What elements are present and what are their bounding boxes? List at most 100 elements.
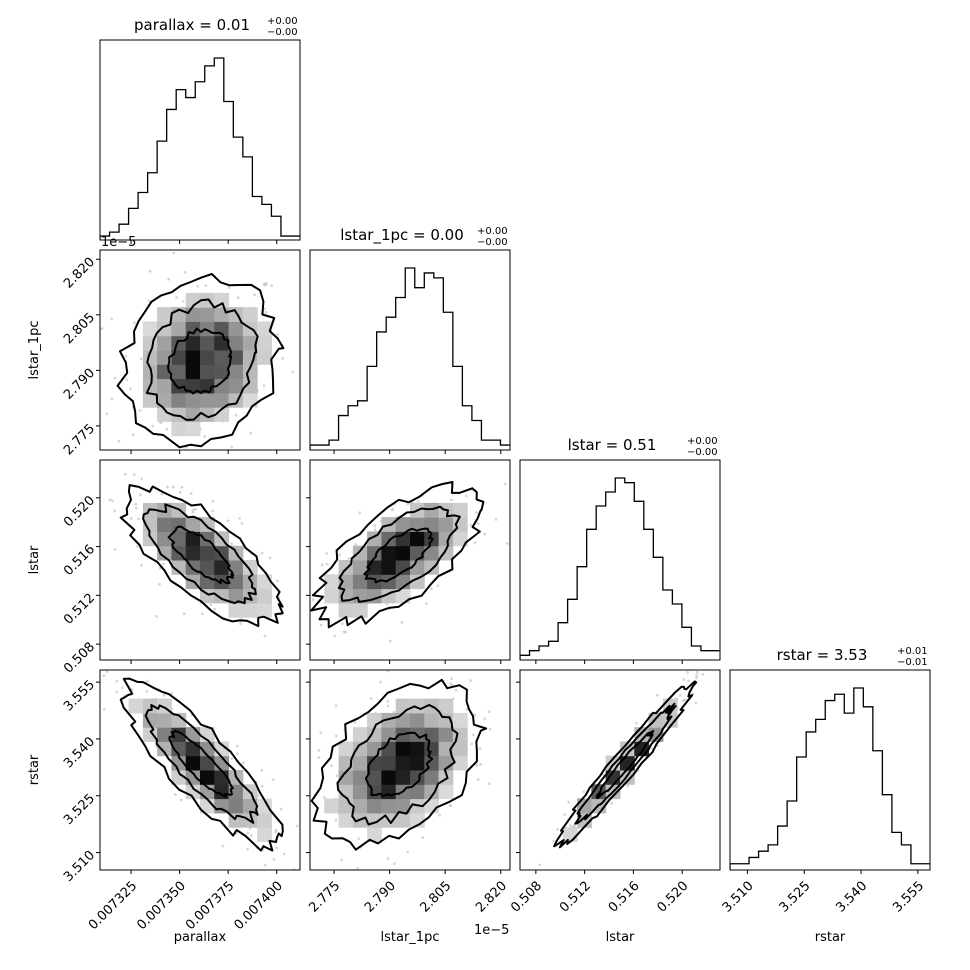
sample-point [129, 517, 133, 520]
sample-point [353, 720, 357, 724]
density-cell [157, 517, 172, 532]
density-cell [200, 335, 215, 351]
sample-point [230, 542, 234, 546]
sample-point [124, 354, 128, 358]
contour-level-1 [167, 525, 235, 585]
y-tick-label: 2.820 [61, 255, 98, 292]
density-cell [395, 588, 411, 604]
sample-point [379, 680, 382, 684]
sample-point [221, 844, 225, 848]
contour-level-3 [116, 273, 285, 449]
density-cell [338, 560, 354, 575]
density-cell [438, 741, 454, 757]
sample-point [137, 517, 141, 521]
sample-point [124, 472, 127, 476]
sample-point [282, 852, 286, 856]
sample-point [736, 638, 739, 641]
density-cell [185, 335, 201, 351]
sample-point [335, 904, 338, 907]
density-cell [257, 350, 272, 365]
sample-point [234, 413, 238, 417]
panel-content [302, 481, 509, 686]
sample-point [386, 700, 390, 703]
density-cell [438, 727, 454, 742]
sample-point [109, 649, 112, 652]
y-tick-label: 3.510 [61, 848, 98, 885]
density-cell [185, 531, 201, 547]
density-cell [214, 364, 230, 380]
density-cell [352, 588, 368, 604]
panel-content [730, 687, 930, 870]
sample-point [694, 701, 698, 705]
sample-point [182, 612, 186, 616]
sample-point [179, 798, 183, 802]
sample-point [626, 784, 630, 788]
density-cell [395, 531, 411, 547]
sample-point [297, 682, 300, 685]
title-lstar: lstar = 0.51 [568, 436, 657, 454]
sample-point [342, 630, 346, 634]
density-cell [242, 307, 258, 322]
density-cell [214, 292, 230, 308]
sample-point [371, 683, 374, 686]
sample-point [302, 616, 305, 619]
sample-point [239, 622, 242, 626]
sample-point [211, 509, 214, 513]
sample-point [340, 858, 344, 862]
sample-point [334, 734, 338, 738]
sample-point [235, 744, 239, 748]
sample-point [476, 522, 480, 526]
sample-point [386, 857, 390, 861]
title-plus-lstar_1pc: +0.00 [477, 226, 508, 237]
density-cell [185, 378, 201, 394]
sample-point [274, 830, 278, 834]
sample-point [186, 480, 189, 483]
x-tick-label: 2.820 [473, 879, 510, 916]
sample-point [276, 333, 279, 336]
panel-content [538, 638, 739, 867]
y-axis-label-rstar: rstar [27, 754, 42, 785]
sample-point [270, 284, 274, 287]
density-cell [424, 560, 440, 575]
title-name: rstar [777, 646, 813, 664]
contour-level-1 [168, 729, 234, 798]
panel-frame [309, 669, 511, 871]
sample-point [209, 603, 213, 607]
sample-point [572, 824, 576, 828]
sample-point [450, 498, 453, 502]
sample-point [173, 793, 177, 796]
sample-point [388, 639, 392, 643]
density-cell [242, 798, 258, 814]
sample-point [374, 880, 377, 883]
x-offset-label: 1e−5 [474, 923, 509, 938]
density-cell [438, 545, 454, 561]
density-cell [395, 517, 411, 532]
x-axis-label-lstar: lstar [606, 930, 635, 945]
x-tick-label: 3.555 [890, 879, 927, 916]
density-cell [381, 755, 397, 771]
density-cell [324, 574, 340, 590]
panel-frame [99, 459, 301, 661]
y-axis-label-lstar: lstar [27, 545, 42, 574]
density-cell [228, 321, 244, 337]
sample-point [102, 674, 106, 677]
sample-point [685, 667, 688, 670]
density-cell [257, 798, 272, 814]
sample-point [311, 598, 315, 601]
sample-point [464, 494, 468, 498]
sample-point [133, 321, 136, 325]
sample-point [347, 873, 350, 876]
density-cell [200, 364, 215, 380]
sample-point [472, 733, 475, 737]
sample-point [478, 747, 482, 750]
sample-point [357, 837, 361, 840]
density-cell [338, 798, 354, 814]
density-cell [214, 560, 230, 575]
contour-level-1 [595, 729, 655, 800]
panel-lstar-vs-lstar_1pc [302, 459, 511, 686]
contour-level-2 [144, 704, 259, 824]
sample-point [347, 557, 351, 560]
x-tick-label: 0.512 [557, 879, 594, 916]
y-axis-label-lstar_1pc: lstar_1pc [27, 321, 42, 380]
